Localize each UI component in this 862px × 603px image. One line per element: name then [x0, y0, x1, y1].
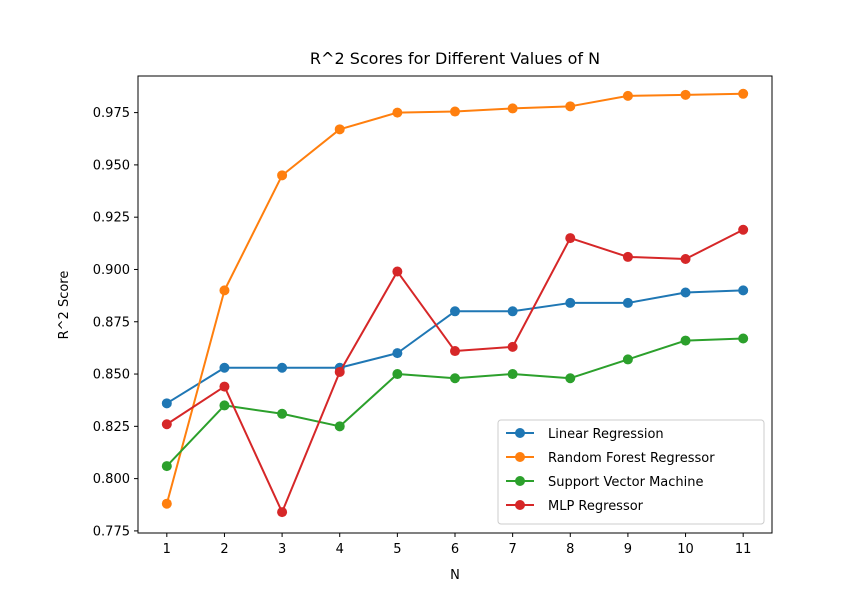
legend-label: MLP Regressor [548, 499, 644, 514]
data-point [277, 362, 288, 373]
x-axis-label: N [450, 568, 460, 583]
x-tick-label: 3 [278, 542, 286, 557]
data-point [565, 373, 576, 384]
x-tick-label: 5 [393, 542, 401, 557]
x-tick-label: 2 [220, 542, 228, 557]
data-point [565, 233, 576, 244]
data-point [219, 285, 230, 296]
y-tick-label: 0.800 [93, 472, 130, 487]
data-point [334, 421, 345, 432]
data-point [622, 297, 633, 308]
data-point [507, 103, 518, 114]
data-point [738, 285, 749, 296]
data-point [277, 507, 288, 518]
y-tick-label: 0.875 [93, 315, 130, 330]
data-point [277, 170, 288, 181]
data-point [680, 335, 691, 346]
data-point [507, 341, 518, 352]
data-point [277, 408, 288, 419]
data-point [161, 419, 172, 430]
data-point [450, 106, 460, 117]
data-point [565, 297, 576, 308]
y-axis-label: R^2 Score [57, 271, 72, 340]
x-tick-label: 6 [451, 542, 459, 557]
data-point [738, 88, 749, 99]
data-point [450, 373, 460, 384]
y-tick-label: 0.950 [93, 158, 130, 173]
data-point [680, 254, 691, 265]
x-tick-label: 7 [508, 542, 516, 557]
y-tick-label: 0.775 [93, 524, 130, 539]
plot-area: 1 2 3 4 5 6 7 8 9 10 11 0.775 0.800 0.825 0.850 0.875 0.… [93, 75, 773, 557]
legend: Linear Regression Random Forest Regressor… [497, 419, 765, 525]
legend-label: Linear Regression [548, 427, 664, 442]
legend-marker [515, 428, 525, 438]
data-point [392, 348, 403, 359]
x-tick-label: 9 [624, 542, 632, 557]
y-tick-label: 0.850 [93, 368, 130, 383]
x-tick-label: 11 [735, 542, 752, 557]
data-point [450, 346, 460, 357]
data-point [334, 124, 345, 135]
legend-marker [515, 476, 525, 486]
x-tick-label: 8 [566, 542, 574, 557]
legend-marker [515, 500, 525, 510]
data-point [738, 224, 749, 235]
data-point [450, 306, 460, 317]
y-tick-label: 0.900 [93, 263, 130, 278]
data-point [161, 461, 172, 472]
chart-title: R^2 Scores for Different Values of N [310, 49, 600, 68]
data-point [219, 381, 230, 392]
x-tick-label: 10 [677, 542, 694, 557]
data-point [622, 354, 633, 365]
x-tick-label: 4 [336, 542, 344, 557]
data-point [622, 90, 633, 101]
data-point [565, 101, 576, 112]
data-point [680, 89, 691, 100]
legend-label: Random Forest Regressor [548, 451, 715, 466]
data-point [392, 369, 403, 380]
legend-marker [515, 452, 525, 462]
data-point [507, 306, 518, 317]
y-tick-label: 0.925 [93, 211, 130, 226]
data-point [219, 400, 230, 411]
data-point [161, 498, 172, 509]
legend-box [497, 419, 765, 525]
data-point [392, 107, 403, 118]
y-tick-label: 0.975 [93, 106, 130, 121]
data-point [622, 251, 633, 262]
y-tick-label: 0.825 [93, 420, 130, 435]
data-point [680, 287, 691, 298]
data-point [219, 362, 230, 373]
data-point [738, 333, 749, 344]
data-point [392, 266, 403, 277]
x-tick-label: 1 [163, 542, 171, 557]
data-point [334, 366, 345, 377]
data-point [507, 369, 518, 380]
data-point [161, 398, 172, 409]
legend-label: Support Vector Machine [548, 475, 704, 490]
